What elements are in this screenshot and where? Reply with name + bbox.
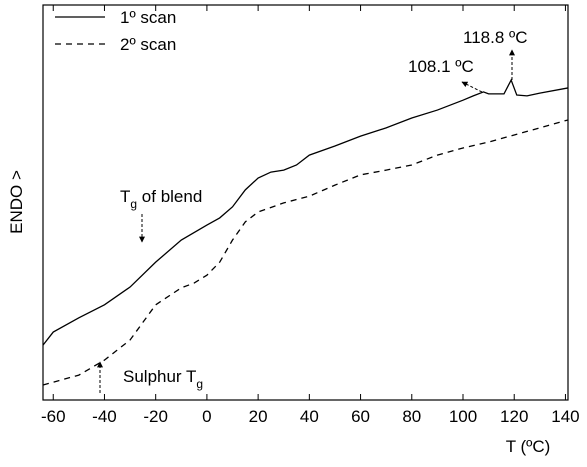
legend-label: 1º scan (120, 8, 176, 27)
x-tick-label: -40 (92, 407, 117, 426)
x-axis-label: T (ºC) (506, 437, 551, 456)
annotation: 108.1 ºC (408, 57, 474, 76)
annotation-rest: of blend (137, 187, 202, 206)
arrow (461, 81, 483, 93)
x-tick-label: 40 (300, 407, 319, 426)
annotation: Tg of blend (120, 187, 202, 211)
plot: -60 -40 -20 0 20 40 60 80 100 120 140 (41, 5, 580, 426)
annotation: 118.8 ºC (463, 28, 528, 47)
y-axis-label: ENDO > (7, 170, 26, 234)
legend-label: 2º scan (120, 35, 176, 54)
x-tick-label: 20 (249, 407, 268, 426)
plot-frame (42, 4, 569, 401)
legend: 1º scan 2º scan (55, 8, 176, 54)
x-tick-label: -60 (41, 407, 66, 426)
data-line (42, 78, 569, 346)
annotation-text: Sulphur T (123, 367, 196, 386)
x-tick-label: 80 (402, 407, 421, 426)
x-tick-label: -20 (143, 407, 168, 426)
x-tick-label: 60 (351, 407, 370, 426)
x-tick-label: 100 (449, 407, 477, 426)
data-line (42, 119, 569, 386)
annotation: Sulphur Tg (123, 367, 203, 391)
annotation-sub: g (196, 377, 203, 391)
annotations: 118.8 ºC 108.1 ºC Tg of blend Sulphur Tg (97, 28, 528, 393)
x-tick-label: 120 (500, 407, 528, 426)
annotation-sub: g (130, 197, 137, 211)
x-tick-label: 0 (202, 407, 211, 426)
annotation-text: T (120, 187, 130, 206)
x-tick-label: 140 (551, 407, 579, 426)
